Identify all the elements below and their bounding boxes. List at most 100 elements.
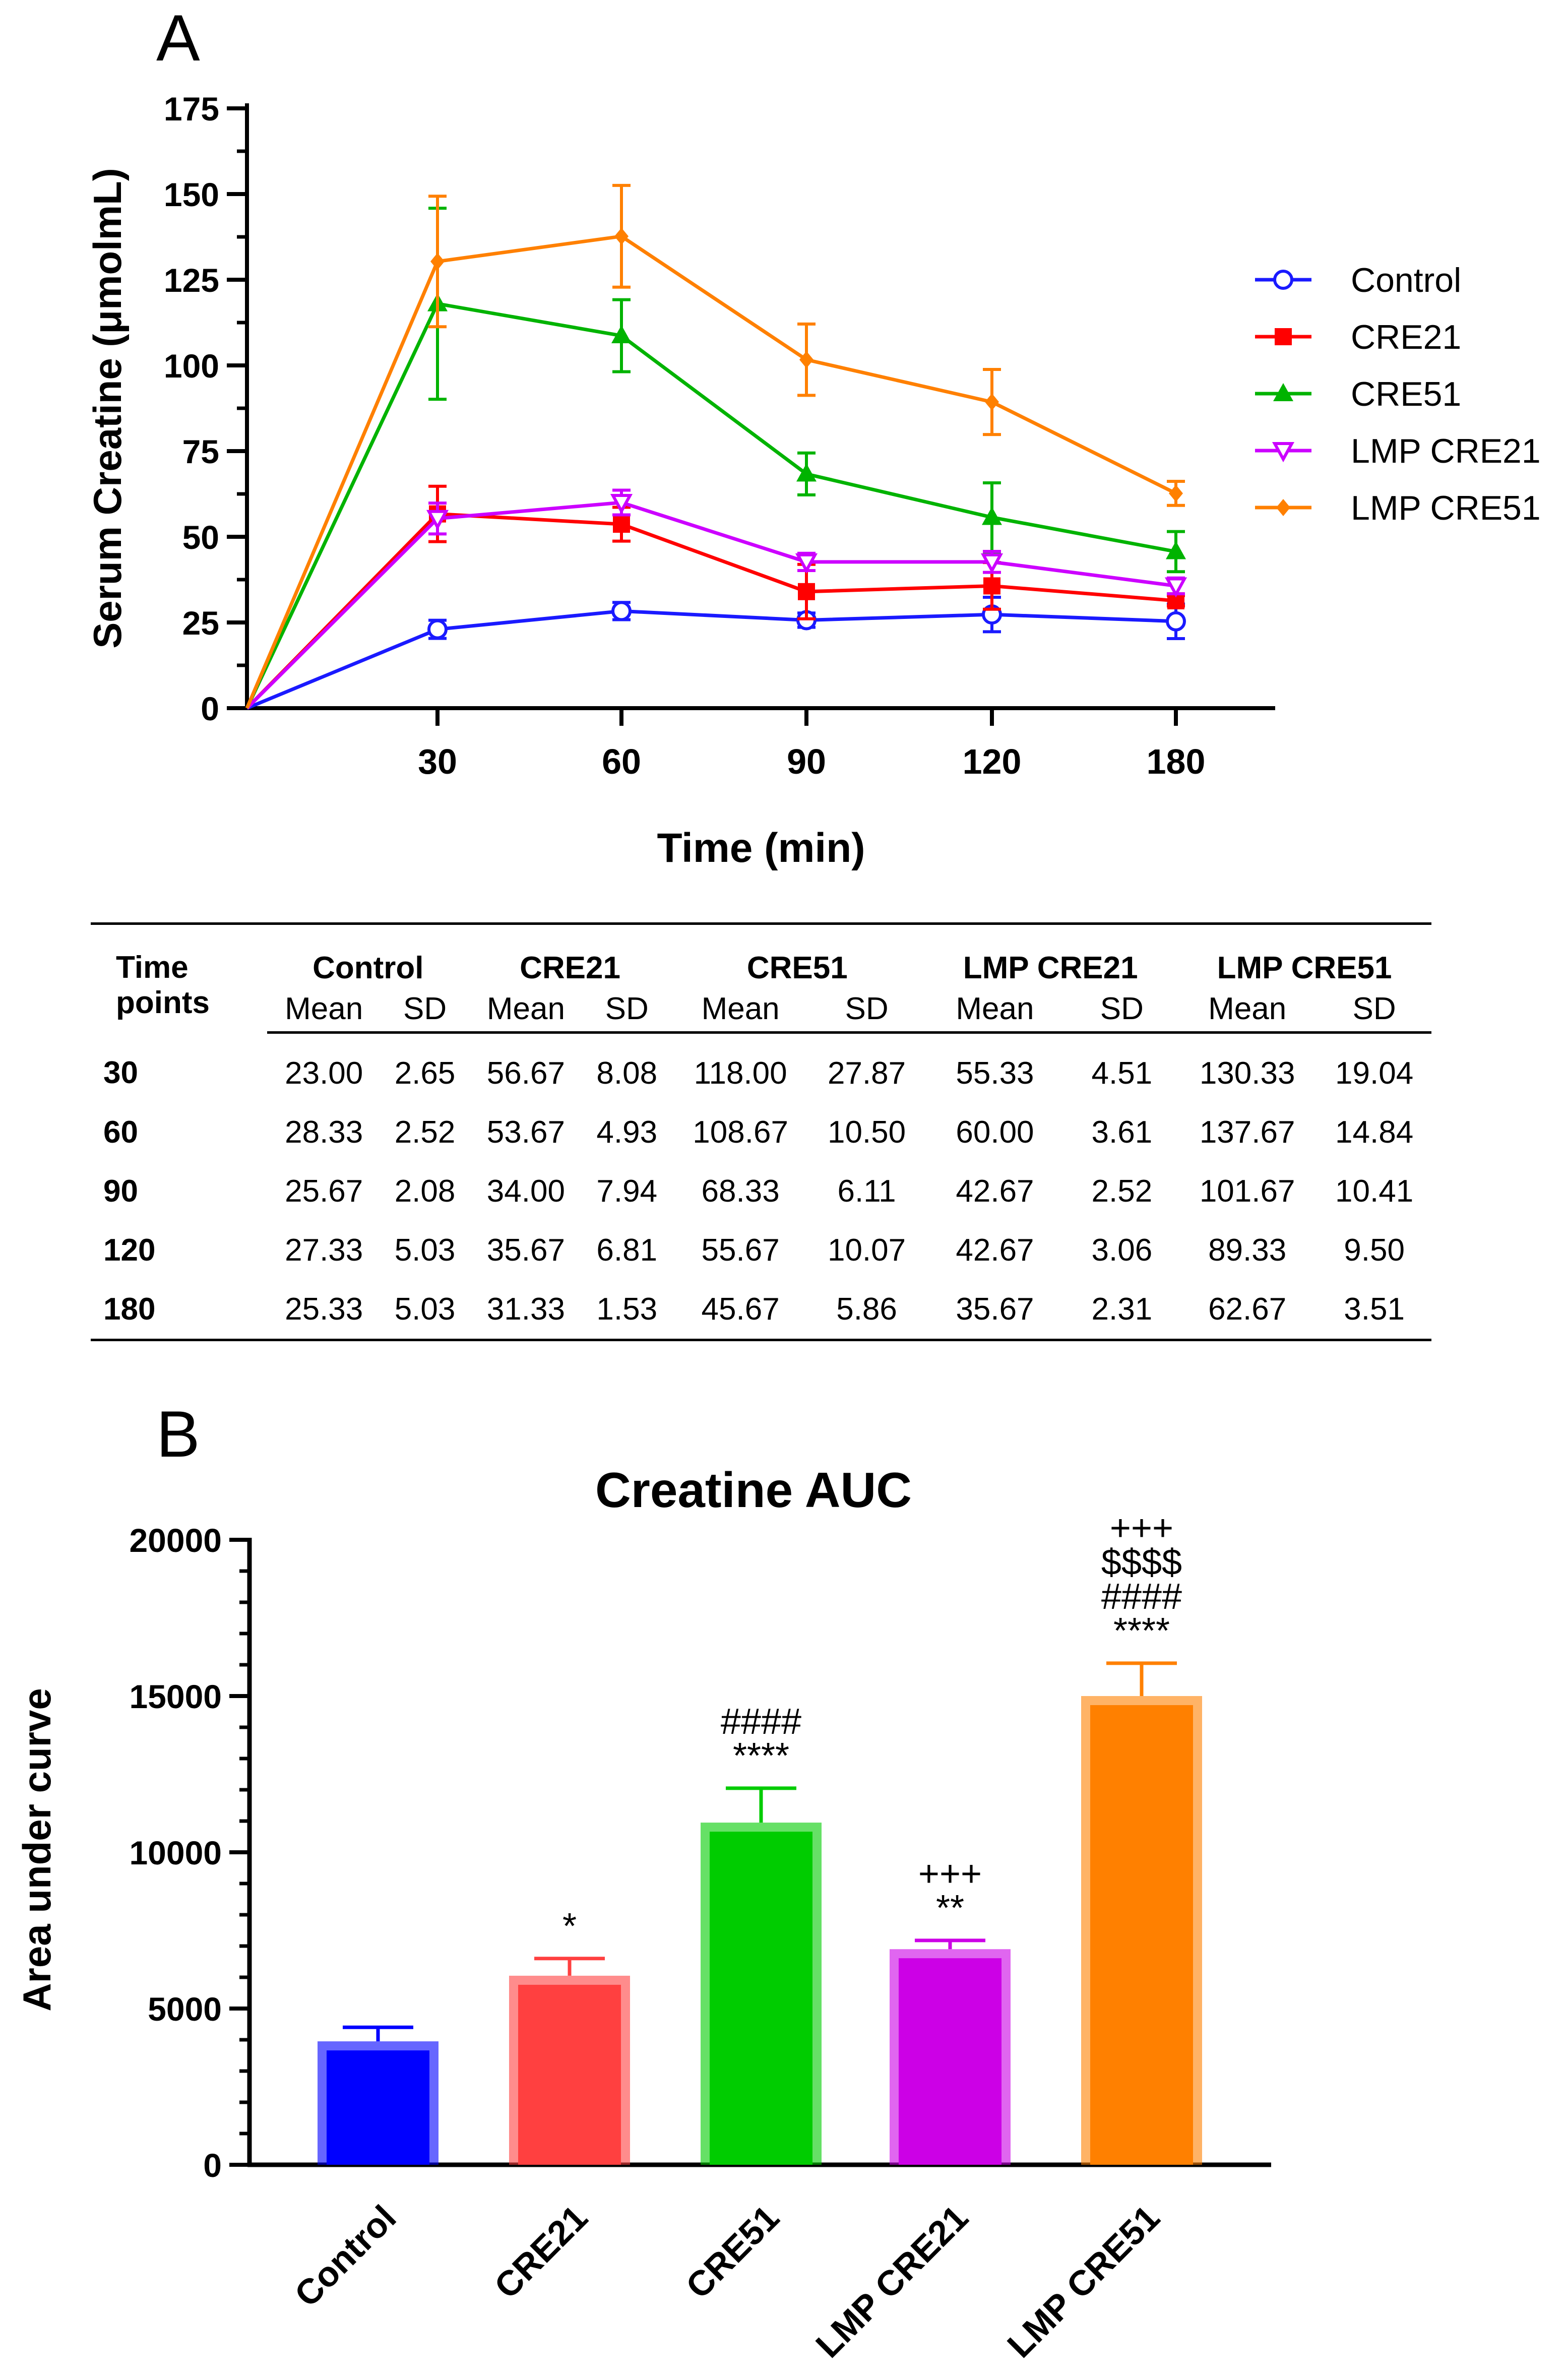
significance-mark: #### [721, 1702, 801, 1742]
x-tick-label: Control [287, 2198, 404, 2314]
legend-marker-lmp-cre21 [1272, 442, 1295, 463]
significance-mark: ** [936, 1888, 964, 1928]
data-point-cre51 [1166, 541, 1186, 559]
x-tick-label: LMP CRE21 [808, 2198, 976, 2365]
legend-label-cre51: CRE51 [1351, 375, 1461, 413]
value-cell: 6.81 [596, 1233, 658, 1268]
time-point-cell: 60 [103, 1115, 138, 1150]
y-tick-label: 150 [164, 176, 219, 213]
bar-control [327, 2050, 429, 2165]
value-cell: 3.61 [1091, 1115, 1153, 1150]
significance-mark: +++ [918, 1854, 982, 1894]
x-tick-label: LMP CRE51 [1000, 2198, 1167, 2365]
y-tick-label: 10000 [129, 1834, 222, 1871]
value-cell: 2.31 [1091, 1292, 1153, 1327]
header-mean: Mean [267, 986, 381, 1034]
data-point-lmp-cre21 [426, 510, 449, 530]
data-point-lmp-cre21 [1164, 577, 1187, 598]
significance-mark: $$$$ [1101, 1542, 1182, 1583]
y-axis-b: 0 5000 10000 15000 20000 [129, 1522, 1271, 2184]
value-cell: 118.00 [694, 1056, 787, 1091]
data-point-cre51 [796, 463, 817, 482]
data-point-cre51 [982, 507, 1002, 525]
data-point-lmp-cre51 [799, 351, 813, 368]
chart-b-title: Creatine AUC [595, 1462, 912, 1518]
value-cell: 23.00 [285, 1056, 363, 1091]
value-cell: 2.65 [394, 1056, 456, 1091]
header-group-lmp-cre51: LMP CRE51 [1217, 951, 1392, 985]
y-tick-label: 20000 [129, 1522, 222, 1559]
header-sd: SD [583, 986, 671, 1034]
panel-b-label: B [156, 1397, 200, 1471]
x-tick-label: 60 [602, 742, 641, 781]
value-cell: 101.67 [1199, 1174, 1295, 1209]
table-row: 90 25.67 2.08 34.00 7.94 68.33 6.11 42.67 2.52 10… [91, 1162, 1431, 1221]
data-point-control [1166, 611, 1186, 632]
series-group-a [245, 183, 1187, 710]
value-cell: 56.67 [486, 1056, 565, 1091]
header-sd: SD [1066, 986, 1178, 1034]
significance-mark: **** [1113, 1611, 1170, 1651]
data-point-lmp-cre51 [614, 227, 629, 245]
value-cell: 60.00 [956, 1115, 1034, 1150]
value-cell: 8.08 [596, 1056, 658, 1091]
value-cell: 1.53 [596, 1292, 658, 1327]
value-cell: 55.33 [956, 1056, 1034, 1091]
line-chart-panel-a: A 0 25 50 75 100 125 150 175 30 60 90 120 180 Contro… [85, 1, 1541, 871]
value-cell: 5.03 [394, 1292, 456, 1327]
value-cell: 7.94 [596, 1174, 658, 1209]
value-cell: 55.67 [701, 1233, 780, 1268]
bar-cre21 [518, 1984, 621, 2165]
value-cell: 4.51 [1091, 1056, 1153, 1091]
data-point-cre51 [611, 325, 632, 344]
y-tick-label: 5000 [148, 1990, 222, 2028]
y-tick-label: 175 [164, 90, 219, 128]
value-cell: 14.84 [1335, 1115, 1414, 1150]
time-point-cell: 120 [103, 1233, 156, 1268]
value-cell: 4.93 [596, 1115, 658, 1150]
header-group-cre51: CRE51 [746, 951, 848, 985]
value-cell: 42.67 [956, 1174, 1034, 1209]
value-cell: 3.51 [1344, 1292, 1405, 1327]
series-line-cre21 [245, 512, 1176, 710]
significance-mark: **** [733, 1736, 789, 1776]
data-point-control [427, 619, 448, 640]
value-cell: 42.67 [956, 1233, 1034, 1268]
significance-mark: +++ [1110, 1508, 1173, 1548]
value-cell: 45.67 [701, 1292, 780, 1327]
header-mean: Mean [1177, 986, 1318, 1034]
value-cell: 2.08 [394, 1174, 456, 1209]
data-point-lmp-cre51 [985, 393, 999, 411]
significance-mark: #### [1101, 1577, 1182, 1617]
bars-group-b: Control*CRE21####****CRE51+++**LMP CRE21… [287, 1508, 1202, 2365]
time-point-cell: 30 [103, 1055, 138, 1090]
value-cell: 34.00 [486, 1174, 565, 1209]
data-point-cre21 [798, 583, 815, 600]
value-cell: 35.67 [486, 1233, 565, 1268]
y-tick-label: 0 [203, 2147, 222, 2184]
significance-mark: * [562, 1906, 577, 1947]
bar-lmp-cre51 [1090, 1705, 1193, 2165]
x-tick-label: CRE21 [487, 2198, 595, 2306]
data-point-control [611, 601, 632, 621]
data-point-lmp-cre21 [980, 553, 1004, 574]
value-cell: 89.33 [1208, 1233, 1287, 1268]
table-row: 120 27.33 5.03 35.67 6.81 55.67 10.07 42.67 3.06… [91, 1221, 1431, 1280]
legend-label-control: Control [1351, 261, 1461, 299]
value-cell: 10.50 [827, 1115, 906, 1150]
x-tick-label: CRE51 [678, 2198, 787, 2306]
y-axis-label-a: Serum Creatine (μmolmL) [85, 168, 130, 649]
table-row: 180 25.33 5.03 31.33 1.53 45.67 5.86 35.67 2.31 6… [91, 1280, 1431, 1340]
legend-marker-control [1273, 270, 1293, 290]
header-sd: SD [381, 986, 469, 1034]
table-row: 60 28.33 2.52 53.67 4.93 108.67 10.50 60.00 3.61… [91, 1103, 1431, 1162]
x-tick-label: 30 [418, 742, 457, 781]
legend-marker-cre51 [1273, 383, 1293, 401]
header-sd: SD [1317, 986, 1431, 1034]
y-tick-label: 75 [182, 433, 219, 470]
value-cell: 108.67 [693, 1115, 788, 1150]
series-line-control [246, 609, 1176, 710]
data-point-lmp-cre51 [1169, 484, 1183, 502]
header-group-lmp-cre21: LMP CRE21 [963, 951, 1138, 985]
value-cell: 53.67 [486, 1115, 565, 1150]
